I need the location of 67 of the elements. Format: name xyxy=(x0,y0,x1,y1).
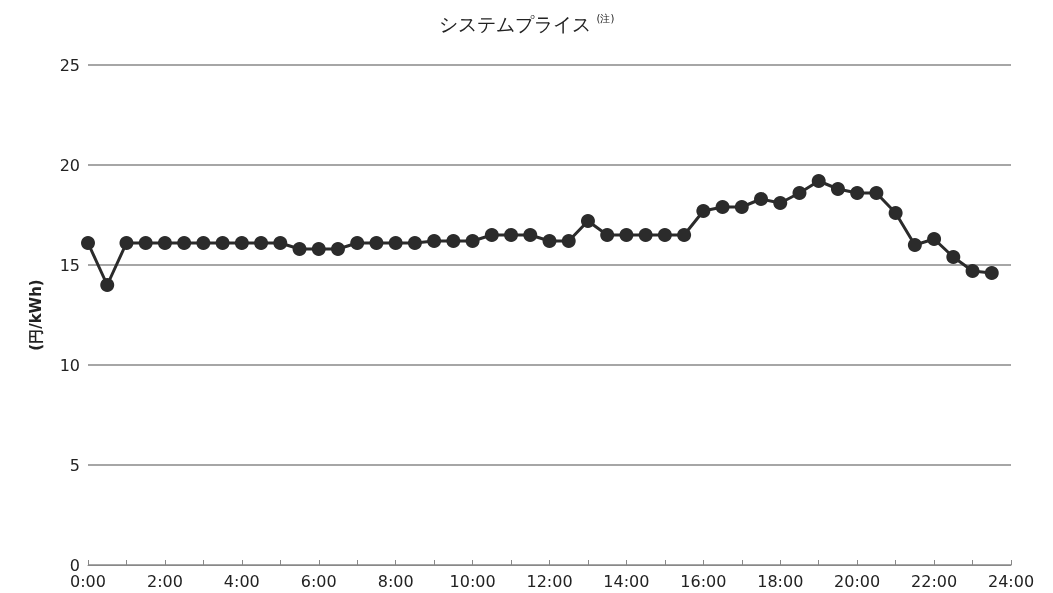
point xyxy=(254,236,269,250)
x-tick-label: 10:00 xyxy=(449,571,496,591)
x-tick-label: 12:00 xyxy=(526,571,573,591)
point xyxy=(888,206,903,220)
point xyxy=(196,236,211,250)
point xyxy=(484,228,499,242)
y-tick-label: 10 xyxy=(59,355,80,375)
x-tick-label: 20:00 xyxy=(834,571,881,591)
x-tick-label: 24:00 xyxy=(987,571,1035,591)
point xyxy=(677,228,692,242)
point xyxy=(407,236,422,250)
x-tick-label: 22:00 xyxy=(911,571,958,591)
point xyxy=(157,236,172,250)
x-tick-label: 16:00 xyxy=(680,571,727,591)
point xyxy=(234,236,249,250)
point xyxy=(754,192,769,206)
point xyxy=(580,214,595,228)
x-tick-label: 14:00 xyxy=(603,571,650,591)
y-axis-title: (円/kWh) xyxy=(26,279,45,351)
point xyxy=(446,234,461,248)
chart-title: システムプライス(注) xyxy=(438,12,615,35)
point xyxy=(561,234,576,248)
point xyxy=(830,182,845,196)
point xyxy=(119,236,134,250)
point xyxy=(965,264,980,278)
point xyxy=(869,186,884,200)
point xyxy=(984,266,999,280)
point xyxy=(138,236,153,250)
point xyxy=(811,174,826,188)
point xyxy=(81,236,95,250)
point xyxy=(773,196,788,210)
y-tick-label: 5 xyxy=(69,455,80,475)
x-tick-label: 8:00 xyxy=(377,571,414,591)
point xyxy=(215,236,230,250)
y-tick-label: 15 xyxy=(59,255,80,275)
point xyxy=(292,242,307,256)
point xyxy=(523,228,538,242)
y-tick-label: 20 xyxy=(59,155,80,175)
point xyxy=(465,234,480,248)
point xyxy=(427,234,442,248)
y-tick-label: 25 xyxy=(59,55,80,75)
point xyxy=(715,200,730,214)
x-tick-label: 18:00 xyxy=(757,571,804,591)
point xyxy=(273,236,288,250)
point xyxy=(350,236,365,250)
point xyxy=(927,232,942,246)
point xyxy=(696,204,711,218)
point xyxy=(946,250,961,264)
point xyxy=(542,234,557,248)
point xyxy=(177,236,192,250)
point xyxy=(619,228,634,242)
point xyxy=(734,200,749,214)
point xyxy=(600,228,615,242)
x-tick-label: 2:00 xyxy=(146,571,183,591)
point xyxy=(100,278,115,292)
point xyxy=(850,186,865,200)
x-tick-label: 6:00 xyxy=(300,571,337,591)
point xyxy=(657,228,672,242)
point xyxy=(504,228,519,242)
point xyxy=(330,242,345,256)
point xyxy=(907,238,922,252)
point xyxy=(311,242,326,256)
point xyxy=(388,236,403,250)
x-tick-label: 4:00 xyxy=(223,571,260,591)
point xyxy=(369,236,384,250)
point xyxy=(638,228,653,242)
point xyxy=(792,186,807,200)
